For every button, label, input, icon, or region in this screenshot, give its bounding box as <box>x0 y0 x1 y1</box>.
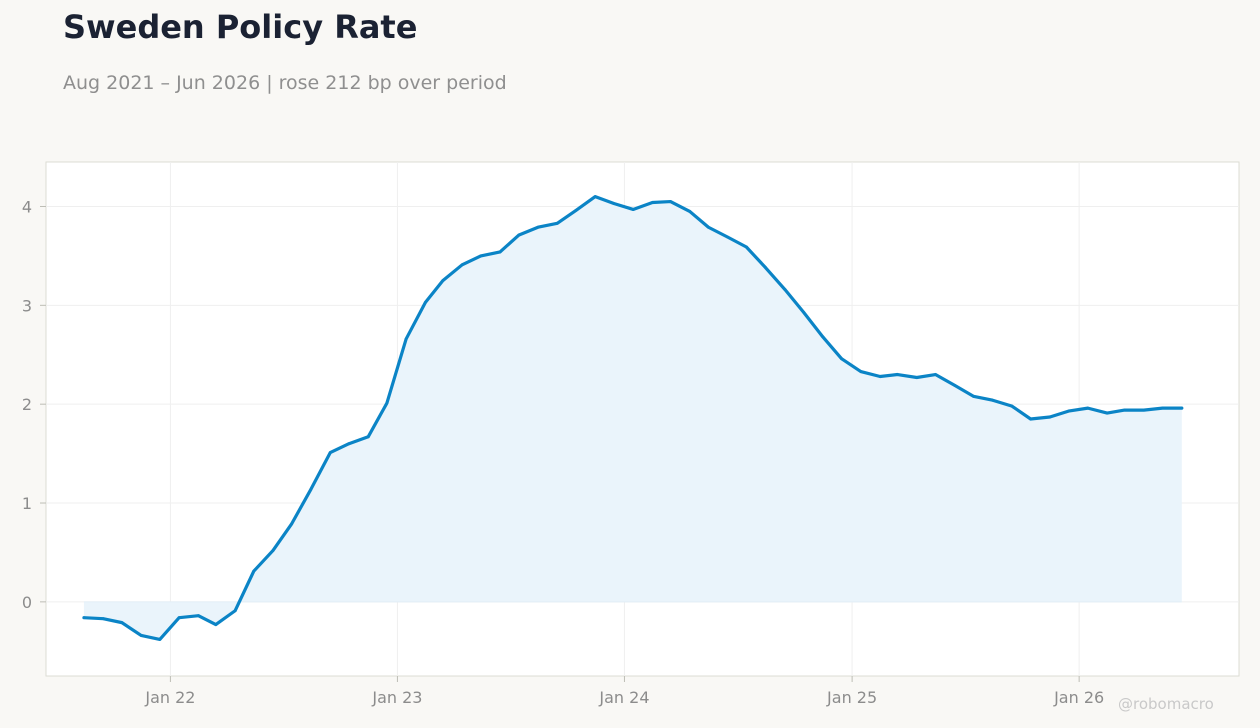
data-point <box>574 209 578 212</box>
data-point <box>783 288 787 291</box>
data-point <box>404 337 408 341</box>
data-point <box>517 233 521 237</box>
data-point <box>233 609 237 613</box>
data-point <box>612 202 616 205</box>
data-point <box>688 210 692 213</box>
data-point <box>1029 417 1033 421</box>
data-point <box>347 442 351 446</box>
data-point <box>555 221 559 225</box>
y-tick-label: 0 <box>22 593 32 612</box>
data-point <box>651 201 654 204</box>
data-point <box>1086 406 1090 410</box>
data-point <box>764 266 768 270</box>
data-point <box>669 200 672 203</box>
data-point <box>158 638 162 641</box>
data-point <box>896 373 899 376</box>
y-tick-label: 4 <box>22 197 32 216</box>
watermark: @robomacro <box>1118 695 1214 713</box>
data-point <box>196 614 200 618</box>
data-point <box>1180 406 1184 410</box>
data-point <box>498 250 502 254</box>
data-point <box>953 383 957 387</box>
chart-subtitle: Aug 2021 – Jun 2026 | rose 212 bp over p… <box>63 72 507 94</box>
x-tick-label: Jan 24 <box>598 688 649 707</box>
data-point <box>460 263 464 267</box>
data-point <box>744 245 748 249</box>
y-tick-label: 3 <box>22 296 32 315</box>
data-point <box>536 225 540 229</box>
data-point <box>82 616 86 620</box>
data-point <box>424 300 427 304</box>
data-point <box>1123 408 1126 412</box>
data-point <box>120 621 124 625</box>
data-point <box>1161 406 1164 410</box>
x-tick-label: Jan 25 <box>826 688 877 707</box>
data-point <box>934 373 937 376</box>
data-point <box>972 394 975 398</box>
data-point <box>366 435 370 439</box>
x-tick-label: Jan 22 <box>144 688 195 707</box>
data-point <box>859 370 863 373</box>
data-point <box>802 310 805 314</box>
data-point <box>101 617 105 621</box>
data-point <box>328 451 332 455</box>
data-point <box>309 487 313 491</box>
y-axis: 0 1 2 3 4 <box>22 197 46 612</box>
data-point <box>252 569 256 573</box>
data-point <box>1142 408 1146 412</box>
data-point <box>726 235 730 239</box>
data-point <box>915 376 919 379</box>
y-tick-label: 2 <box>22 395 32 414</box>
data-point <box>878 375 882 378</box>
data-point <box>1067 409 1070 413</box>
data-point <box>1048 415 1052 419</box>
data-point <box>991 398 995 402</box>
x-tick-label: Jan 23 <box>371 688 422 707</box>
data-point <box>1010 404 1014 408</box>
data-point <box>479 254 483 258</box>
series-area-fill <box>83 196 1182 640</box>
data-point <box>177 616 181 620</box>
chart-title: Sweden Policy Rate <box>63 8 418 46</box>
data-point <box>139 634 143 637</box>
data-point <box>840 357 843 361</box>
point-layer <box>82 195 1184 641</box>
data-point <box>441 279 445 283</box>
data-point <box>1105 411 1109 415</box>
data-point <box>290 522 294 526</box>
data-point <box>707 225 710 229</box>
y-tick-label: 1 <box>22 494 32 513</box>
area-layer <box>83 196 1182 640</box>
data-point <box>631 208 635 211</box>
data-point <box>214 623 218 626</box>
data-point <box>271 549 275 552</box>
x-tick-label: Jan 26 <box>1053 688 1104 707</box>
data-point <box>821 335 825 339</box>
x-axis: Jan 22 Jan 23 Jan 24 Jan 25 Jan 26 <box>144 676 1104 707</box>
data-point <box>593 195 597 198</box>
data-point <box>385 401 389 405</box>
